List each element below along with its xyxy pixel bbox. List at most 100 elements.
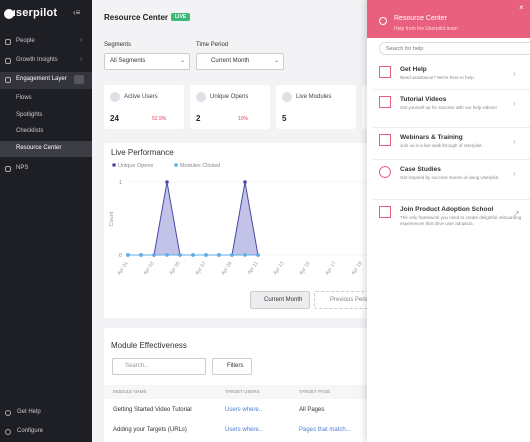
x-tick-label: Apr 05 (168, 261, 181, 277)
x-tick-label: Apr 15 (298, 261, 311, 277)
stat-card: Live Modules 5 (276, 85, 356, 129)
nav-item[interactable]: NPS (16, 165, 29, 171)
nav-icon (5, 77, 11, 83)
filter-button[interactable]: Filters (212, 358, 252, 375)
data-point (152, 253, 156, 257)
table-cell[interactable]: Users where.. (225, 407, 263, 413)
item-desc: Need assistance? We're here to help. (400, 75, 475, 80)
nav-chevron: › (80, 56, 83, 63)
chart-button-label: Current Month (264, 297, 303, 303)
panel-header (367, 0, 530, 38)
close-button[interactable]: × (519, 3, 524, 12)
dropdown-caret: ⌄ (180, 58, 186, 64)
dropdown-value: Current Month (211, 58, 250, 64)
stat-card: Unique Opens 2 10% (190, 85, 270, 129)
stat-label: Active Users (124, 94, 158, 100)
filter-label: Time Period (196, 42, 229, 48)
nav-icon (5, 58, 11, 64)
x-tick-label: Apr 11 (246, 261, 259, 276)
stat-value: 2 (196, 114, 201, 123)
nav-highlight (0, 72, 92, 89)
nav-item[interactable]: Checklists (16, 128, 44, 134)
item-icon (379, 134, 391, 146)
stat-change: 10% (238, 116, 249, 122)
x-tick-label: Apr 07 (194, 261, 207, 277)
search-placeholder: Search for help (386, 45, 424, 52)
stat-icon (110, 92, 120, 102)
data-point (139, 253, 143, 257)
dropdown[interactable]: All Segments ⌄ (104, 53, 190, 70)
data-point (165, 180, 169, 184)
nav-item[interactable]: Configure (17, 428, 44, 434)
stat-icon (196, 92, 206, 102)
y-axis-label: Count (109, 211, 115, 226)
data-point (243, 253, 247, 257)
data-point (256, 253, 260, 257)
item-desc: Get inspired by success stories of using… (400, 175, 499, 180)
nav-item[interactable]: Growth Insights (16, 57, 58, 63)
data-point (217, 253, 221, 257)
y-tick-label: 0 (119, 253, 122, 259)
legend-label: Modules Clicked (180, 163, 220, 169)
legend-label: Unique Opens (118, 163, 153, 169)
nav-chevron: › (80, 37, 83, 44)
panel-icon (379, 17, 387, 25)
item-icon (379, 166, 391, 178)
resource-panel: Resource Center Help from the Userpilot t… (367, 0, 530, 442)
nav-item[interactable]: People (16, 38, 35, 44)
nav-item[interactable]: Flows (16, 95, 32, 101)
dropdown[interactable]: Current Month ⌄ (196, 53, 284, 70)
stat-change: 52.9% (152, 116, 167, 122)
logo-mark (4, 9, 14, 19)
panel-title: Resource Center (394, 15, 447, 22)
search-box[interactable]: Search... (112, 358, 206, 375)
nav-item[interactable]: Resource Center (16, 145, 62, 151)
y-tick-label: 1 (119, 180, 122, 186)
item-arrow: ↗ (513, 209, 520, 218)
item-title[interactable]: Webinars & Training (400, 134, 463, 141)
legend-swatch (174, 163, 178, 167)
nav-item[interactable]: Spotlights (16, 112, 43, 118)
item-icon (379, 66, 391, 78)
table-cell: Adding your Targets (URLs) (113, 427, 187, 433)
item-icon (379, 206, 391, 218)
item-icon (379, 96, 391, 108)
table-cell: All Pages (299, 407, 325, 413)
stat-label: Unique Opens (210, 94, 249, 100)
stat-value: 24 (110, 114, 119, 123)
item-title[interactable]: Get Help (400, 66, 427, 73)
filter-label: Segments (104, 42, 132, 48)
panel-search[interactable]: Search for help (379, 42, 530, 55)
nav-item[interactable]: Engagement Layer (16, 76, 67, 82)
item-arrow: › (513, 69, 516, 78)
nav-icon (5, 410, 11, 416)
item-desc: Get yourself up for success with our hel… (400, 105, 497, 110)
dropdown-value: All Segments (110, 58, 146, 64)
item-desc: The only framework you need to create de… (400, 215, 522, 226)
item-title[interactable]: Tutorial Videos (400, 96, 447, 103)
stat-card: Active Users 24 52.9% (104, 85, 184, 129)
chart-title: Live Performance (111, 148, 174, 157)
separator (373, 89, 530, 90)
x-tick-label: Apr 01 (116, 261, 129, 277)
collapse-button[interactable]: ‹≡ (73, 8, 81, 17)
separator (373, 199, 530, 200)
nav-selected (0, 141, 92, 157)
nav-item[interactable]: Get Help (17, 409, 41, 415)
table-cell[interactable]: Users where.. (225, 427, 263, 433)
item-arrow: › (513, 137, 516, 146)
table-cell: Getting Started Video Tutorial (113, 407, 192, 413)
nav-icon (5, 429, 11, 435)
item-arrow: › (513, 99, 516, 108)
item-desc: Join us in a live walk through of Userpi… (400, 143, 483, 148)
table-header (104, 385, 374, 399)
chart-button-label: Previous Period (330, 297, 373, 303)
chart-card: Live Performance Unique Opens Modules Clic… (104, 143, 384, 318)
sidebar: userpilot ‹≡ People › Growth Insights › Engage… (0, 0, 92, 442)
item-title[interactable]: Case Studies (400, 166, 441, 173)
column-header: MODULE NAME (113, 389, 147, 394)
item-title[interactable]: Join Product Adoption School (400, 206, 494, 213)
dropdown-caret: ⌄ (274, 58, 280, 64)
chart-button[interactable] (250, 291, 310, 309)
